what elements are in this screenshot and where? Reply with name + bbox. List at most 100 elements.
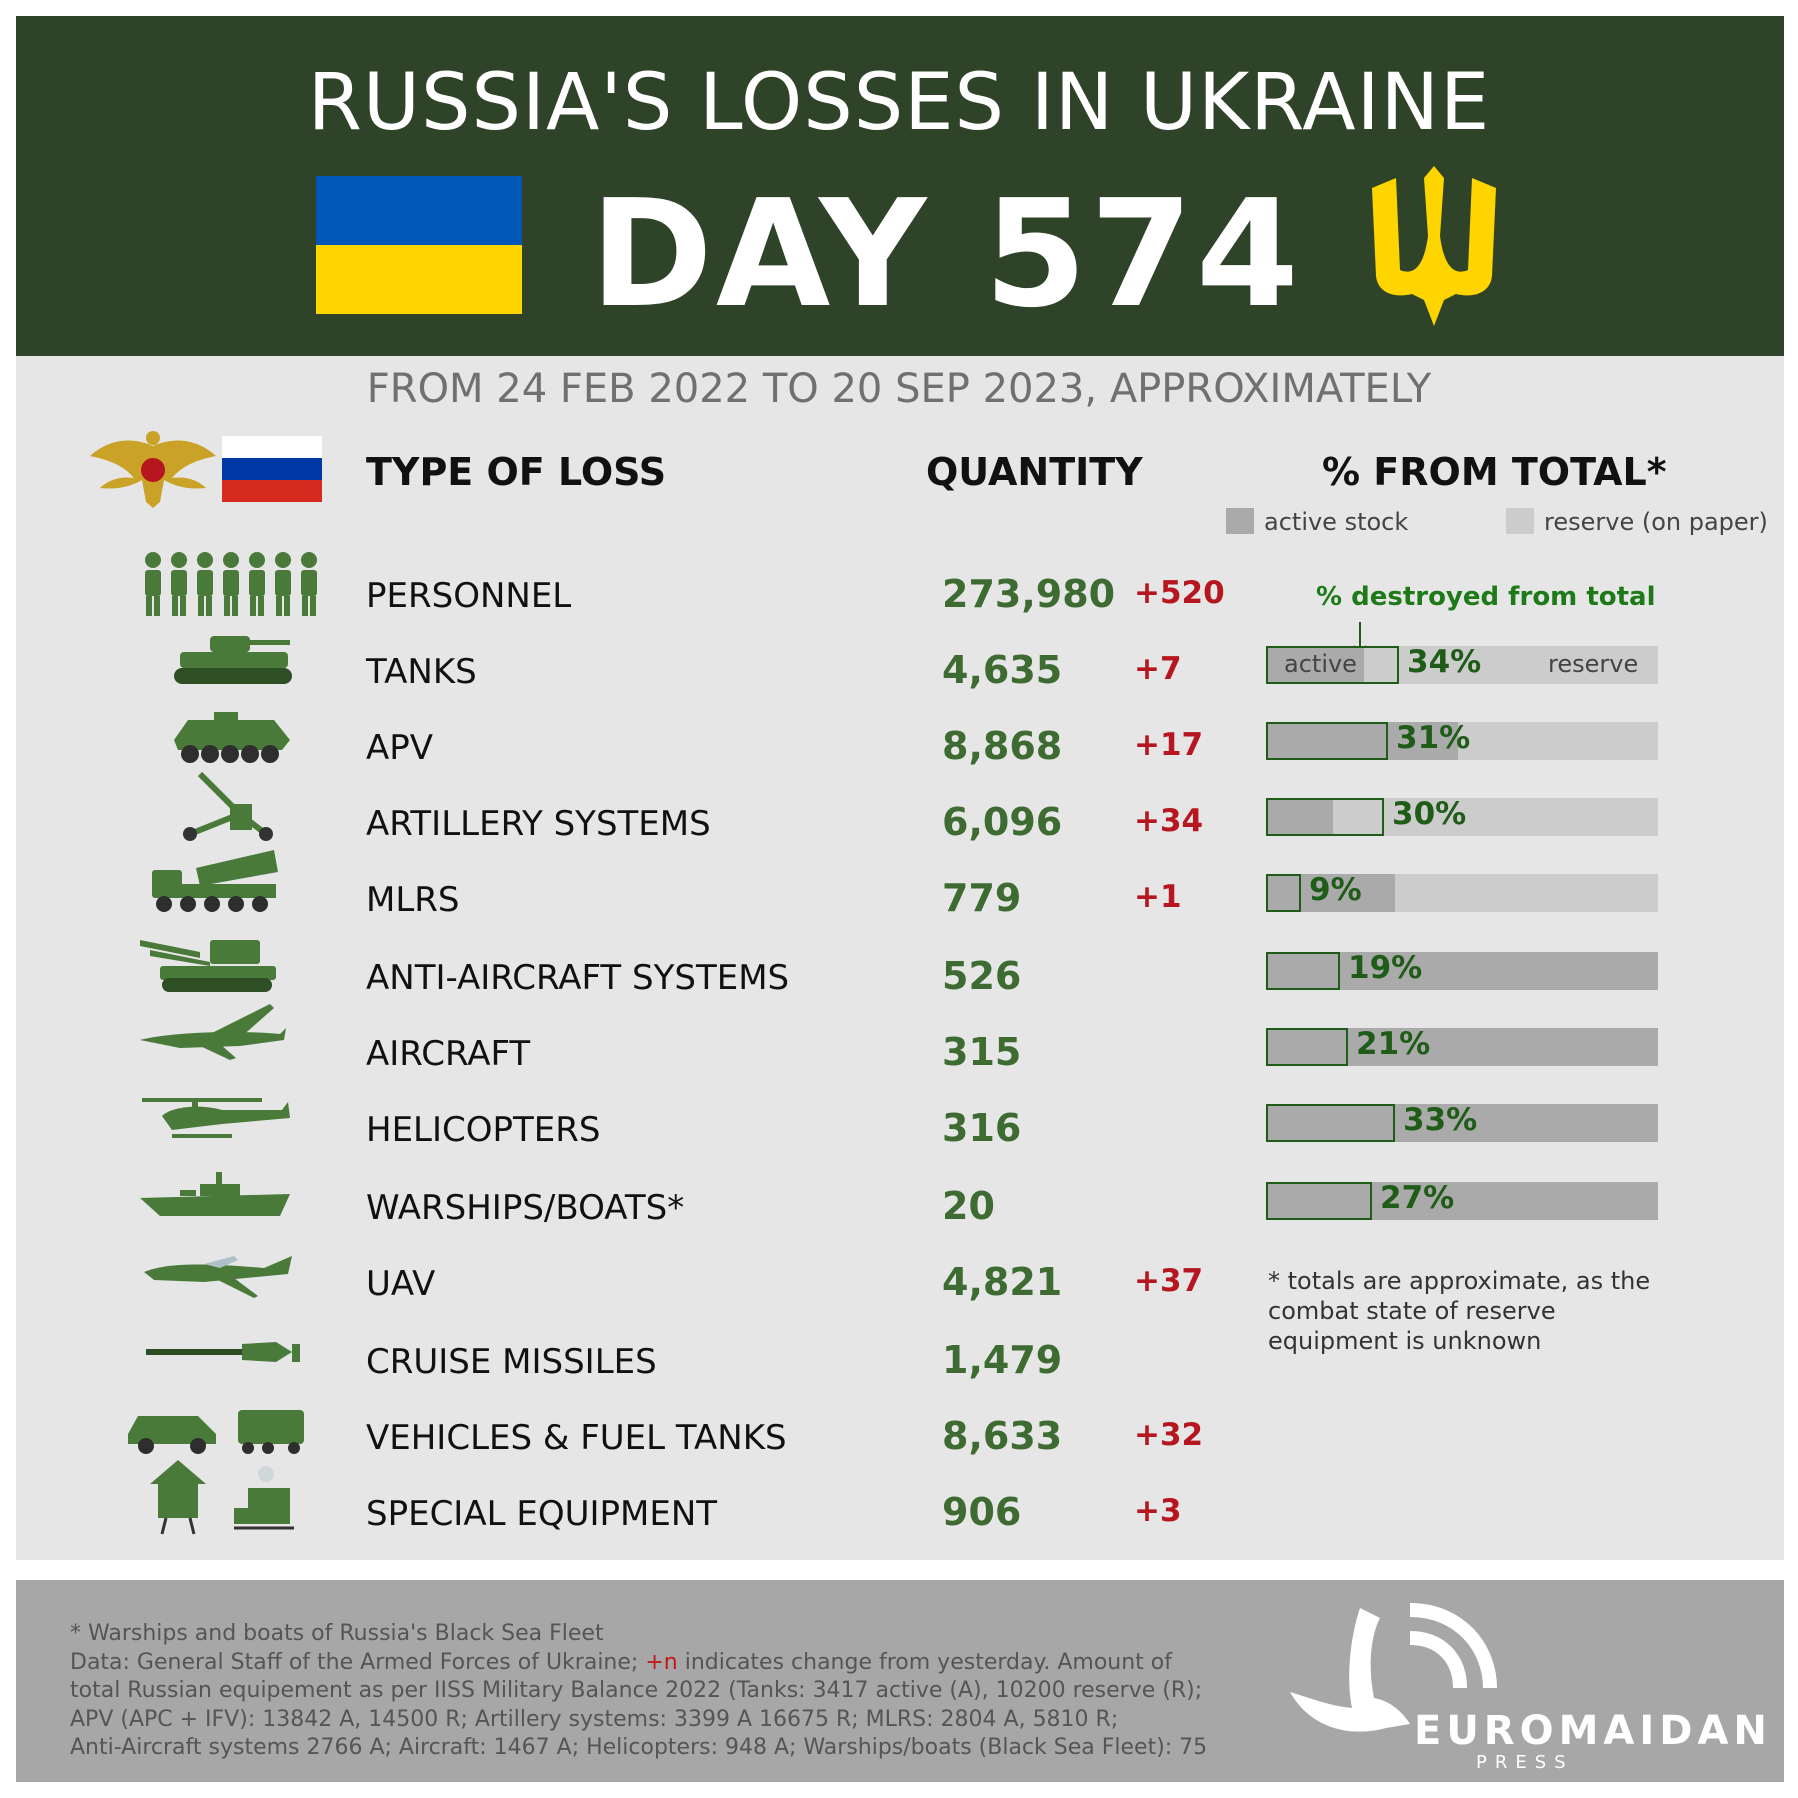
percent-bar: 9% [1266, 872, 1658, 912]
ukraine-flag-icon [316, 176, 522, 314]
loss-type-label: ARTILLERY SYSTEMS [366, 804, 711, 844]
mlrs-icon [150, 850, 280, 918]
daily-change: +520 [1134, 575, 1225, 611]
tank-icon [160, 630, 300, 694]
footer-line-3: total Russian equipement as per IISS Mil… [70, 1678, 1203, 1703]
active-stock-bar [1266, 874, 1395, 912]
percent-bar: 31% [1266, 720, 1658, 760]
loss-type-label: TANKS [366, 652, 477, 692]
percent-from-total-header: % FROM TOTAL* [1322, 450, 1667, 494]
legend-reserve-swatch [1506, 508, 1534, 534]
artillery-icon [170, 768, 280, 848]
loss-quantity: 6,096 [942, 800, 1063, 844]
loss-quantity: 273,980 [942, 572, 1116, 616]
euromaidan-logo-icon [1290, 1603, 1497, 1732]
percent-bar: active reserve 34% [1266, 644, 1658, 684]
loss-quantity: 4,635 [942, 648, 1063, 692]
daily-change: +37 [1134, 1263, 1204, 1299]
russia-flag-icon [222, 436, 322, 502]
active-stock-bar [1266, 722, 1458, 760]
bar-active-label: active [1284, 650, 1357, 678]
loss-type-label: APV [366, 728, 434, 768]
percent-destroyed-value: 9% [1309, 872, 1362, 908]
uav-icon [144, 1252, 294, 1306]
special-equipment-icon [148, 1458, 298, 1542]
loss-type-label: UAV [366, 1264, 436, 1304]
loss-quantity: 526 [942, 954, 1022, 998]
destroyed-share-bar [1266, 646, 1399, 684]
warship-icon [140, 1172, 290, 1226]
day-counter: DAY 574 [590, 168, 1302, 340]
legend-active-swatch [1226, 508, 1254, 534]
footer-line-4: APV (APC + IFV): 13842 A, 14500 R; Artil… [70, 1706, 1119, 1732]
loss-quantity: 20 [942, 1184, 995, 1228]
percent-bar: 27% [1266, 1180, 1658, 1220]
destroyed-share-bar [1266, 722, 1388, 760]
footer-line-1: * Warships and boats of Russia's Black S… [70, 1621, 604, 1646]
loss-type-label: VEHICLES & FUEL TANKS [366, 1418, 787, 1458]
bar-reserve-label: reserve [1548, 650, 1639, 678]
loss-type-label: AIRCRAFT [366, 1034, 531, 1074]
approximate-totals-note: * totals are approximate, as the combat … [1268, 1267, 1651, 1355]
brand-name: EUROMAIDAN [1414, 1708, 1772, 1754]
footer-line-2: Data: General Staff of the Armed Forces … [70, 1649, 1172, 1675]
daily-change: +7 [1134, 651, 1182, 687]
destroyed-share-bar [1266, 1182, 1372, 1220]
loss-type-label: ANTI-AIRCRAFT SYSTEMS [366, 958, 790, 998]
loss-quantity: 8,868 [942, 724, 1063, 768]
footer-line-5: Anti-Aircraft systems 2766 A; Aircraft: … [70, 1735, 1208, 1760]
percent-destroyed-value: 30% [1392, 796, 1467, 832]
percent-bar: 33% [1266, 1102, 1658, 1142]
active-stock-bar [1266, 798, 1333, 836]
russian-army-emblem-icon [90, 431, 216, 508]
active-stock-bar [1266, 646, 1364, 684]
destroyed-share-bar [1266, 952, 1340, 990]
destroyed-note: % destroyed from total [1316, 582, 1656, 612]
daily-change: +1 [1134, 879, 1182, 915]
daily-change: +32 [1134, 1417, 1204, 1453]
percent-bar: 19% [1266, 950, 1658, 990]
page-title: RUSSIA'S LOSSES IN UKRAINE [307, 58, 1491, 148]
date-range-subtitle: FROM 24 FEB 2022 TO 20 SEP 2023, APPROXI… [366, 366, 1432, 412]
soldiers-icon [140, 550, 326, 622]
loss-quantity: 316 [942, 1106, 1022, 1150]
active-stock-bar [1266, 1028, 1658, 1066]
percent-destroyed-value: 19% [1348, 950, 1423, 986]
daily-change: +34 [1134, 803, 1204, 839]
aircraft-icon [140, 1004, 290, 1068]
loss-quantity: 906 [942, 1490, 1022, 1534]
anti-aircraft-icon [140, 932, 280, 1000]
loss-quantity: 1,479 [942, 1338, 1063, 1382]
percent-destroyed-value: 21% [1356, 1026, 1431, 1062]
apc-icon [164, 710, 294, 770]
quantity-header: QUANTITY [926, 450, 1143, 494]
destroyed-share-bar [1266, 1104, 1395, 1142]
cruise-missile-icon [146, 1338, 302, 1372]
active-stock-bar [1266, 1104, 1658, 1142]
active-stock-bar [1266, 952, 1658, 990]
loss-quantity: 315 [942, 1030, 1022, 1074]
loss-type-label: SPECIAL EQUIPMENT [366, 1494, 718, 1534]
destroyed-share-bar [1266, 798, 1384, 836]
footer-notes: * Warships and boats of Russia's Black S… [70, 1620, 1270, 1763]
type-of-loss-header: TYPE OF LOSS [366, 450, 667, 494]
vehicles-icon [128, 1406, 308, 1460]
daily-change: +17 [1134, 727, 1204, 763]
loss-type-label: CRUISE MISSILES [366, 1342, 657, 1382]
loss-type-label: MLRS [366, 880, 460, 920]
loss-quantity: 8,633 [942, 1414, 1063, 1458]
percent-bar: 21% [1266, 1026, 1658, 1066]
percent-destroyed-value: 27% [1380, 1180, 1455, 1216]
percent-bar: 30% [1266, 796, 1658, 836]
legend-reserve-label: reserve (on paper) [1544, 508, 1768, 536]
percent-destroyed-value: 34% [1407, 644, 1482, 680]
destroyed-share-bar [1266, 1028, 1348, 1066]
daily-change: +3 [1134, 1493, 1182, 1529]
percent-destroyed-value: 33% [1403, 1102, 1478, 1138]
destroyed-share-bar [1266, 874, 1301, 912]
brand-subtitle: PRESS [1476, 1752, 1574, 1773]
percent-destroyed-value: 31% [1396, 720, 1471, 756]
loss-quantity: 779 [942, 876, 1022, 920]
helicopter-icon [142, 1090, 292, 1150]
loss-type-label: WARSHIPS/BOATS* [366, 1188, 685, 1228]
